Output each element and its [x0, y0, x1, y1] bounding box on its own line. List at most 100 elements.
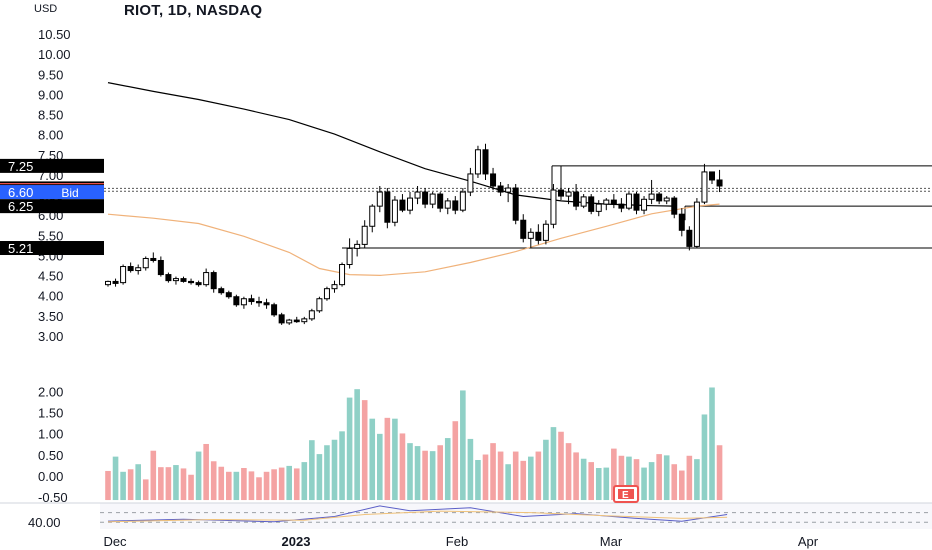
candle-body[interactable]	[542, 223, 549, 241]
candle-body[interactable]	[663, 197, 670, 202]
candle-body[interactable]	[286, 319, 293, 324]
candle-body[interactable]	[135, 267, 142, 272]
candle-body[interactable]	[384, 191, 391, 223]
candle-body[interactable]	[716, 179, 723, 187]
candle-body[interactable]	[210, 272, 217, 290]
candle-body[interactable]	[610, 199, 617, 205]
candle-body[interactable]	[150, 257, 157, 261]
candle-body[interactable]	[603, 199, 610, 205]
candle-body[interactable]	[120, 266, 127, 284]
candle-body[interactable]	[467, 173, 474, 193]
candle-body[interactable]	[248, 298, 255, 303]
candle-body[interactable]	[641, 198, 648, 211]
candle-body[interactable]	[188, 280, 195, 284]
candle-body[interactable]	[497, 185, 504, 193]
candle-body[interactable]	[429, 193, 436, 205]
candle-body[interactable]	[512, 187, 519, 221]
candle-body[interactable]	[407, 197, 413, 211]
candle-body[interactable]	[474, 149, 481, 175]
candle-body[interactable]	[376, 191, 383, 207]
candle-body[interactable]	[444, 200, 451, 209]
candle-body[interactable]	[565, 191, 572, 197]
volume-bar	[392, 418, 398, 501]
price-tick-label: 10.00	[38, 47, 71, 62]
candle-body[interactable]	[127, 266, 134, 272]
price-tick-label: 9.50	[38, 67, 63, 82]
candle-body[interactable]	[271, 304, 278, 316]
candle-body[interactable]	[580, 196, 587, 207]
candle-body[interactable]	[505, 187, 512, 193]
candle-body[interactable]	[354, 243, 361, 249]
candle-body[interactable]	[308, 310, 315, 320]
candle-body[interactable]	[671, 197, 678, 215]
candle-body[interactable]	[105, 280, 111, 286]
candle-body[interactable]	[414, 191, 421, 199]
volume-bar	[716, 445, 723, 501]
candle-body[interactable]	[323, 288, 330, 300]
candle-body[interactable]	[648, 193, 655, 200]
candle-body[interactable]	[656, 193, 663, 202]
candle-body[interactable]	[225, 292, 232, 298]
candle-body[interactable]	[693, 201, 700, 247]
candle-body[interactable]	[459, 191, 466, 211]
candle-body[interactable]	[369, 205, 376, 227]
candle-body[interactable]	[361, 225, 368, 245]
candle-body[interactable]	[233, 296, 240, 306]
candle-body[interactable]	[301, 318, 308, 323]
price-badge-label: 5.21	[8, 241, 33, 256]
candle-body[interactable]	[422, 191, 429, 205]
candle-body[interactable]	[520, 219, 527, 239]
candle-body[interactable]	[618, 203, 625, 209]
candle-body[interactable]	[240, 298, 247, 306]
volume-bar	[158, 467, 164, 501]
candle-body[interactable]	[535, 231, 542, 241]
candle-body[interactable]	[678, 213, 685, 231]
candle-body[interactable]	[278, 314, 285, 324]
candle-body[interactable]	[573, 191, 580, 207]
price-badge-label: 6.25	[8, 199, 33, 214]
volume-bar	[369, 418, 376, 501]
candle-body[interactable]	[625, 193, 632, 209]
volume-bar	[565, 443, 572, 501]
candle-body[interactable]	[399, 199, 406, 211]
candle-body[interactable]	[701, 171, 708, 203]
candle-body[interactable]	[256, 301, 262, 304]
candle-body[interactable]	[339, 264, 346, 286]
candle-body[interactable]	[686, 229, 693, 247]
candle-body[interactable]	[293, 319, 300, 323]
candle-body[interactable]	[558, 189, 564, 197]
candle-body[interactable]	[195, 282, 202, 286]
candle-body[interactable]	[490, 173, 497, 187]
candle-body[interactable]	[316, 298, 323, 312]
candle-body[interactable]	[263, 302, 270, 306]
volume-bar	[278, 467, 285, 501]
candle-body[interactable]	[157, 259, 164, 276]
price-badge	[0, 158, 104, 173]
candle-body[interactable]	[595, 203, 602, 212]
candle-body[interactable]	[482, 149, 489, 175]
candle-body[interactable]	[172, 278, 179, 282]
candle-body[interactable]	[180, 278, 187, 282]
candle-body[interactable]	[633, 193, 640, 211]
candle-body[interactable]	[588, 196, 595, 212]
volume-bar	[414, 446, 421, 501]
candle-body[interactable]	[709, 171, 715, 181]
candle-body[interactable]	[331, 284, 338, 290]
candle-body[interactable]	[527, 231, 534, 239]
candle-body[interactable]	[112, 280, 119, 284]
candle-body[interactable]	[218, 288, 225, 294]
candle-body[interactable]	[391, 199, 398, 223]
candle-body[interactable]	[203, 272, 210, 286]
candle-body[interactable]	[142, 257, 149, 269]
candle-body[interactable]	[165, 274, 172, 282]
volume-bar	[105, 470, 111, 501]
candle-body[interactable]	[452, 200, 459, 211]
candle-body[interactable]	[550, 189, 557, 225]
volume-bar	[422, 450, 428, 501]
candle-body[interactable]	[437, 193, 444, 209]
candle-body[interactable]	[346, 247, 353, 266]
volume-bar	[233, 471, 240, 501]
volume-bar	[150, 450, 157, 501]
